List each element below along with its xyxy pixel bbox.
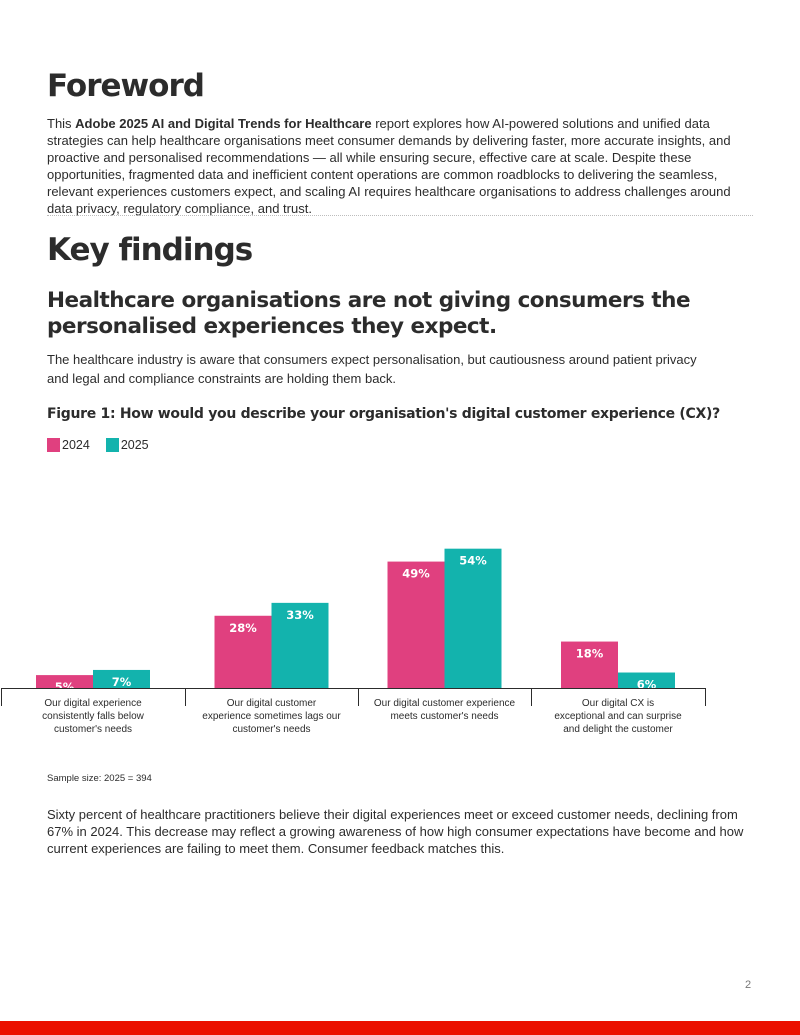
figure-title: Figure 1: How would you describe your or… bbox=[47, 406, 720, 422]
category-label-1: Our digital experience consistently falls… bbox=[5, 697, 181, 736]
data-label-2025-cat-4: 6% bbox=[637, 678, 657, 692]
key-findings-headline: Healthcare organisations are not giving … bbox=[47, 288, 691, 339]
footer-bar bbox=[0, 1021, 800, 1035]
chart-legend: 2024 2025 bbox=[47, 438, 165, 452]
bar-2025-cat-2 bbox=[271, 602, 329, 688]
foreword-title: Foreword bbox=[47, 68, 205, 104]
bar-chart-svg: 5% 7% 28% 33% 49% 54% 18% 6% bbox=[1, 548, 706, 706]
data-label-2025-cat-1: 7% bbox=[112, 675, 132, 689]
bar-2024-cat-3 bbox=[387, 561, 445, 688]
bar-2025-cat-4 bbox=[618, 672, 675, 688]
foreword-text-start: This bbox=[47, 116, 76, 131]
category-label-2: Our digital customer experience sometimes… bbox=[189, 697, 354, 736]
bar-chart: 5% 7% 28% 33% 49% 54% 18% 6% Our digital experie… bbox=[0, 460, 753, 755]
foreword-paragraph: This Adobe 2025 AI and Digital Trends fo… bbox=[47, 115, 753, 217]
category-label-line: Our digital customer bbox=[226, 698, 317, 709]
legend-swatch-2024 bbox=[47, 438, 60, 452]
category-label-3: Our digital customer experience meets cus… bbox=[362, 697, 527, 723]
legend-label-2025: 2025 bbox=[120, 438, 149, 452]
data-label-2024-cat-2: 28% bbox=[229, 621, 257, 635]
page-number: 2 bbox=[745, 979, 752, 991]
category-label-line: customer's needs bbox=[232, 724, 311, 735]
sample-size-note: Sample size: 2025 = 394 bbox=[47, 773, 152, 784]
report-name: Adobe 2025 AI and Digital Trends for Hea… bbox=[75, 116, 372, 131]
bar-2024-cat-2 bbox=[214, 615, 272, 688]
data-label-2024-cat-3: 49% bbox=[402, 567, 430, 581]
bar-2025-cat-3 bbox=[444, 548, 502, 688]
category-label-line: consistently falls below bbox=[42, 711, 144, 722]
category-label-4: Our digital CX is exceptional and can sur… bbox=[535, 697, 701, 736]
data-label-2024-cat-4: 18% bbox=[576, 647, 604, 661]
legend-item-2024: 2024 bbox=[47, 438, 90, 452]
category-label-line: Our digital CX is bbox=[581, 698, 655, 709]
category-label-line: exceptional and can surprise bbox=[554, 711, 682, 722]
category-label-line: experience sometimes lags our bbox=[202, 711, 341, 722]
category-label-line: Our digital customer experience bbox=[373, 698, 516, 709]
legend-item-2025: 2025 bbox=[105, 438, 149, 452]
data-label-2024-cat-1: 5% bbox=[55, 680, 75, 694]
closing-paragraph: Sixty percent of healthcare practitioner… bbox=[47, 807, 744, 856]
legend-swatch-2025 bbox=[105, 438, 119, 452]
key-findings-title: Key findings bbox=[47, 232, 253, 268]
data-label-2025-cat-2: 33% bbox=[286, 608, 314, 622]
key-findings-intro: The healthcare industry is aware that co… bbox=[47, 352, 697, 386]
bar-2024-cat-1 bbox=[36, 675, 93, 688]
category-label-line: Our digital experience bbox=[44, 698, 142, 709]
category-label-line: meets customer's needs bbox=[390, 711, 499, 722]
category-label-line: customer's needs bbox=[53, 724, 133, 735]
data-label-2025-cat-3: 54% bbox=[459, 554, 487, 568]
bar-2024-cat-4 bbox=[561, 641, 618, 688]
bar-2025-cat-1 bbox=[93, 669, 150, 688]
foreword-text-end: report explores how AI-powered solutions… bbox=[47, 116, 731, 216]
category-label-line: and delight the customer bbox=[563, 724, 673, 735]
section-divider bbox=[47, 215, 753, 216]
legend-label-2024: 2024 bbox=[62, 438, 90, 452]
